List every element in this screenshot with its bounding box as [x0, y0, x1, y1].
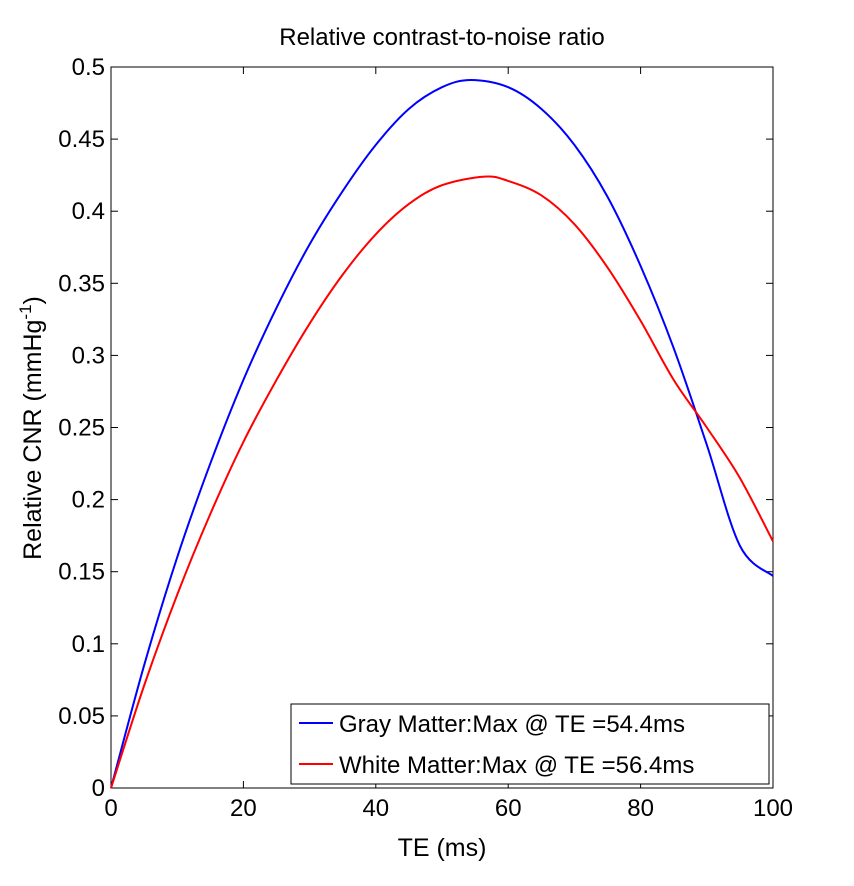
series-line-gray-matter	[110, 78, 774, 789]
y-axis-label: Relative CNR (mmHg-1)	[16, 296, 47, 560]
x-tick-label: 100	[753, 795, 793, 822]
x-tick-label: 60	[495, 795, 522, 822]
y-tick-label: 0.35	[58, 270, 105, 297]
legend-label-gray-matter: Gray Matter:Max @ TE =54.4ms	[339, 711, 685, 738]
y-axis-label-close: )	[19, 296, 47, 304]
y-tick-label: 0.5	[72, 54, 105, 81]
y-tick-label: 0.15	[58, 559, 105, 586]
plot-area	[110, 66, 774, 789]
series-group	[110, 78, 774, 789]
y-tick-label: 0	[92, 775, 105, 802]
legend: Gray Matter:Max @ TE =54.4ms White Matte…	[290, 703, 770, 785]
y-tick-label: 0.05	[58, 703, 105, 730]
y-tick-label: 0.1	[72, 631, 105, 658]
x-tick-label: 0	[104, 795, 117, 822]
legend-box	[290, 703, 770, 785]
y-tick-label: 0.45	[58, 126, 105, 153]
chart-title: Relative contrast-to-noise ratio	[279, 24, 604, 51]
series-line-white-matter	[110, 175, 774, 789]
y-tick-label: 0.4	[72, 198, 105, 225]
x-axis: 0 20 40 60 80 100	[104, 67, 793, 822]
x-tick-label: 80	[627, 795, 654, 822]
y-axis-label-superscript: -1	[16, 304, 35, 319]
y-axis-label-main: Relative CNR (mmHg	[19, 320, 47, 560]
legend-label-white-matter: White Matter:Max @ TE =56.4ms	[339, 752, 694, 779]
x-axis-label: TE (ms)	[398, 834, 487, 862]
y-tick-label: 0.3	[72, 342, 105, 369]
y-axis: 0 0.05 0.1 0.15 0.2 0.25 0.3 0.35 0.4 0.45 0.5	[58, 54, 773, 802]
y-tick-label: 0.25	[58, 415, 105, 442]
x-tick-label: 40	[362, 795, 389, 822]
y-tick-label: 0.2	[72, 487, 105, 514]
x-tick-label: 20	[230, 795, 257, 822]
